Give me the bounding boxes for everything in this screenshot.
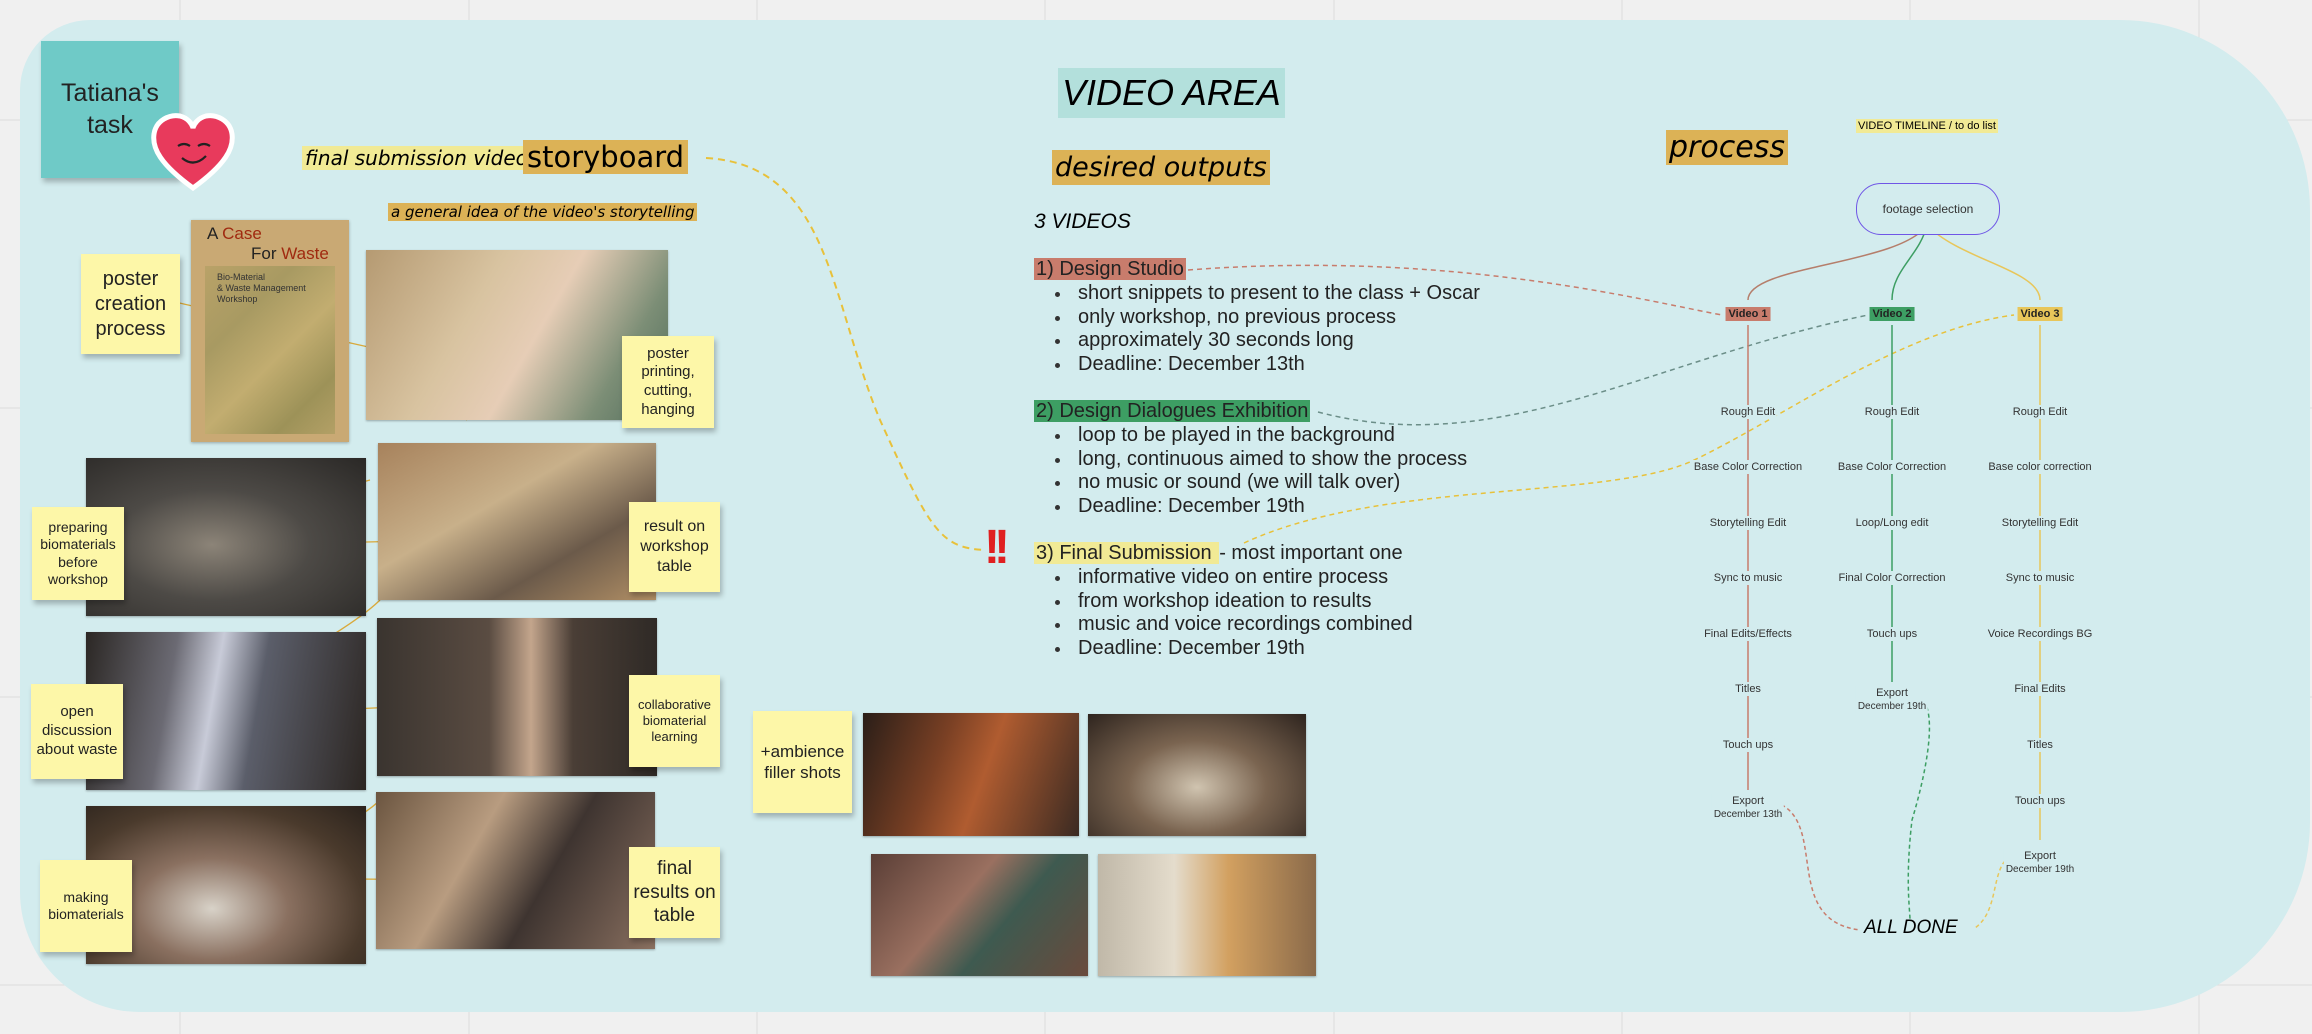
list-item: Deadline: December 19th: [1034, 637, 1413, 661]
v3-step[interactable]: Base color correction: [1986, 460, 2094, 474]
video-2-node[interactable]: Video 2: [1869, 307, 1915, 321]
v3-step[interactable]: Final Edits: [2012, 682, 2068, 696]
final-submission-heading: 3) Final Submission - most important one: [1034, 542, 1403, 564]
list-item: informative video on entire process: [1034, 566, 1413, 590]
v2-deadline: December 19th: [1857, 701, 1927, 712]
alert-icon: !!: [984, 521, 1010, 574]
design-dialogues-heading: 2) Design Dialogues Exhibition: [1034, 400, 1311, 422]
photo-collaborative-learning[interactable]: [377, 618, 657, 776]
all-done-label: ALL DONE: [1864, 917, 1958, 938]
v2-step[interactable]: Loop/Long edit: [1853, 516, 1931, 530]
v1-deadline: December 13th: [1713, 809, 1783, 820]
storyboard-subtitle: a general idea of the video's storytelli…: [388, 203, 698, 221]
poster-sub-1: Bio-Material: [217, 272, 266, 282]
photo-ambience-4[interactable]: [1098, 854, 1316, 976]
video-1-node[interactable]: Video 1: [1725, 307, 1771, 321]
process-title: process: [1666, 130, 1788, 165]
final-submission-label: final submission video: [302, 146, 531, 170]
photo-ambience-1[interactable]: [863, 713, 1079, 836]
video-3-node[interactable]: Video 3: [2017, 307, 2063, 321]
photo-workshop-table[interactable]: [378, 443, 656, 600]
sticky-result-on-table[interactable]: result on workshop table: [629, 502, 720, 592]
list-item: only workshop, no previous process: [1034, 306, 1480, 330]
sticky-open-discussion[interactable]: open discussion about waste: [31, 684, 123, 779]
v1-step[interactable]: Rough Edit: [1718, 405, 1778, 419]
v1-step[interactable]: Storytelling Edit: [1707, 516, 1789, 530]
v2-step[interactable]: Touch ups: [1864, 627, 1920, 641]
sticky-poster-creation[interactable]: poster creation process: [81, 254, 180, 354]
v3-step[interactable]: Storytelling Edit: [1999, 516, 2081, 530]
list-item: from workshop ideation to results: [1034, 590, 1413, 614]
poster-sub-2: & Waste Management: [217, 283, 306, 293]
list-item: Deadline: December 13th: [1034, 353, 1480, 377]
poster-title-case: Case: [222, 224, 262, 243]
sticky-collaborative-learning[interactable]: collaborative biomaterial learning: [629, 675, 720, 767]
v3-step[interactable]: Titles: [2025, 738, 2055, 752]
photo-discussion-screen[interactable]: [86, 632, 366, 790]
v3-export[interactable]: Export December 19th: [2003, 849, 2077, 876]
video-timeline-label: VIDEO TIMELINE / to do list: [1856, 119, 1998, 133]
v3-step[interactable]: Rough Edit: [2010, 405, 2070, 419]
design-studio-list: short snippets to present to the class +…: [1034, 282, 1480, 376]
poster-title-for: For: [251, 244, 282, 263]
v2-step[interactable]: Final Color Correction: [1836, 571, 1948, 585]
v3-step[interactable]: Touch ups: [2012, 794, 2068, 808]
list-item: long, continuous aimed to show the proce…: [1034, 448, 1467, 472]
v3-deadline: December 19th: [2005, 864, 2075, 875]
photo-final-results[interactable]: [376, 792, 655, 949]
sticky-preparing-biomaterials[interactable]: preparing biomaterials before workshop: [32, 507, 124, 600]
desired-outputs-label: desired outputs: [1052, 150, 1270, 185]
v1-step[interactable]: Touch ups: [1720, 738, 1776, 752]
sticky-final-results[interactable]: final results on table: [629, 847, 720, 938]
video-count-label: 3 VIDEOS: [1034, 210, 1131, 233]
v1-step[interactable]: Sync to music: [1711, 571, 1785, 585]
list-item: Deadline: December 19th: [1034, 495, 1467, 519]
v2-step[interactable]: Base Color Correction: [1835, 460, 1949, 474]
sticky-ambience-filler[interactable]: +ambience filler shots: [753, 711, 852, 813]
photo-ambience-3[interactable]: [871, 854, 1088, 976]
v1-export[interactable]: Export December 13th: [1711, 794, 1785, 821]
list-item: approximately 30 seconds long: [1034, 329, 1480, 353]
v3-step[interactable]: Sync to music: [2003, 571, 2077, 585]
footage-selection-node[interactable]: footage selection: [1856, 183, 2000, 235]
v2-step[interactable]: Rough Edit: [1862, 405, 1922, 419]
v1-step[interactable]: Titles: [1733, 682, 1763, 696]
poster-title-waste: Waste: [281, 244, 329, 263]
list-item: loop to be played in the background: [1034, 424, 1467, 448]
sticky-poster-printing[interactable]: poster printing, cutting, hanging: [622, 336, 714, 428]
photo-making-biomaterials[interactable]: [86, 806, 366, 964]
task-sticky-note[interactable]: Tatiana's task: [41, 41, 179, 178]
list-item: no music or sound (we will talk over): [1034, 471, 1467, 495]
photo-poster-cutting[interactable]: [366, 250, 668, 420]
v1-step[interactable]: Base Color Correction: [1691, 460, 1805, 474]
v1-step[interactable]: Final Edits/Effects: [1702, 627, 1794, 641]
video-area-title: VIDEO AREA: [1058, 68, 1285, 118]
poster-image[interactable]: A Case For Waste Bio-Material & Waste Ma…: [191, 220, 349, 442]
v3-step[interactable]: Voice Recordings BG: [1985, 627, 2095, 641]
task-line-1: Tatiana's: [61, 79, 159, 108]
smiling-heart-icon: [151, 113, 235, 192]
task-line-2: task: [87, 110, 133, 139]
photo-ambience-2[interactable]: [1088, 714, 1306, 836]
v2-export[interactable]: Export December 19th: [1855, 686, 1929, 713]
design-dialogues-list: loop to be played in the background long…: [1034, 424, 1467, 518]
list-item: music and voice recordings combined: [1034, 613, 1413, 637]
storyboard-title: storyboard: [523, 140, 689, 174]
final-submission-list: informative video on entire process from…: [1034, 566, 1413, 660]
footage-selection-label: footage selection: [1882, 202, 1974, 216]
design-studio-heading: 1) Design Studio: [1034, 258, 1186, 280]
poster-title-a: A: [207, 224, 223, 243]
sticky-making-biomaterials[interactable]: making biomaterials: [40, 860, 132, 952]
list-item: short snippets to present to the class +…: [1034, 282, 1480, 306]
poster-sub-3: Workshop: [217, 294, 258, 304]
photo-biomaterial-pot[interactable]: [86, 458, 366, 616]
